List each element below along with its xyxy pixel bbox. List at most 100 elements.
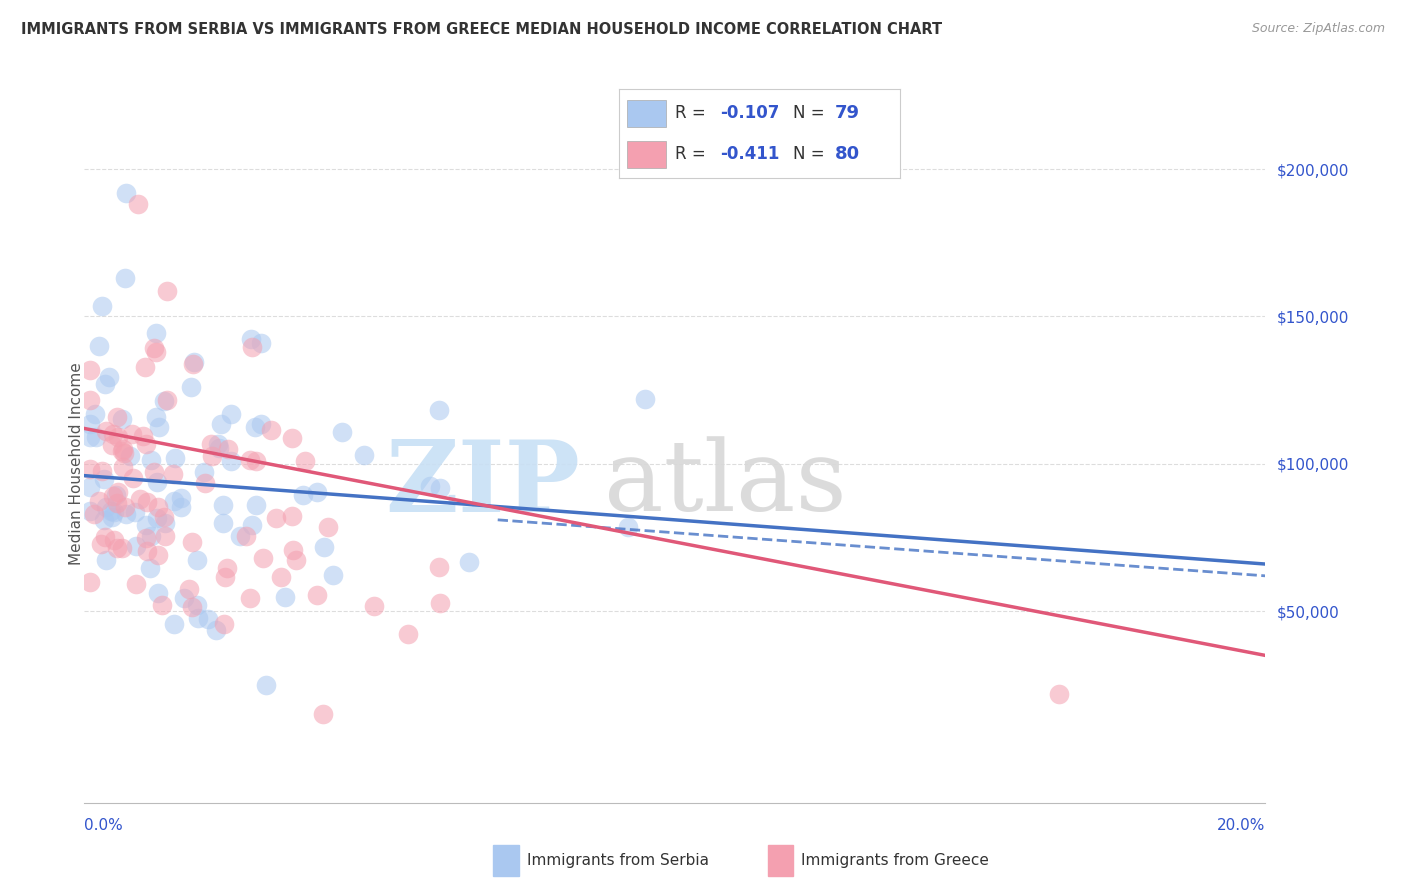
- Point: [208, 441, 231, 455]
- Point: [180, 600, 202, 615]
- Point: [100, 438, 122, 452]
- Text: N =: N =: [793, 145, 830, 163]
- Point: [270, 570, 292, 584]
- Text: atlas: atlas: [605, 436, 846, 532]
- Point: [150, 598, 173, 612]
- Point: [145, 326, 167, 340]
- Point: [138, 561, 160, 575]
- Point: [254, 678, 277, 692]
- Point: [264, 510, 287, 524]
- Point: [135, 517, 157, 532]
- Point: [163, 494, 186, 508]
- Point: [153, 529, 176, 543]
- Point: [124, 505, 146, 519]
- Point: [292, 487, 315, 501]
- Point: [79, 462, 101, 476]
- Point: [212, 516, 235, 530]
- Point: [201, 450, 224, 464]
- Point: [114, 271, 136, 285]
- Point: [353, 448, 375, 462]
- Point: [396, 627, 419, 641]
- Point: [87, 338, 110, 352]
- Point: [162, 467, 184, 481]
- Point: [419, 479, 441, 493]
- Point: [245, 420, 267, 434]
- Point: [115, 507, 138, 521]
- Point: [215, 561, 238, 575]
- Point: [110, 541, 132, 555]
- Point: [180, 379, 202, 393]
- Text: R =: R =: [675, 104, 711, 122]
- Text: -0.107: -0.107: [720, 104, 779, 122]
- Point: [129, 492, 152, 507]
- Point: [93, 472, 115, 486]
- Point: [145, 345, 167, 359]
- Point: [249, 336, 271, 351]
- Point: [107, 484, 129, 499]
- Point: [152, 509, 174, 524]
- Point: [79, 430, 101, 444]
- Point: [142, 466, 165, 480]
- Text: N =: N =: [793, 104, 830, 122]
- Point: [111, 442, 134, 457]
- Point: [193, 475, 215, 490]
- Point: [260, 423, 283, 437]
- Point: [112, 446, 135, 460]
- Point: [101, 490, 124, 504]
- Point: [235, 529, 257, 543]
- Point: [312, 540, 335, 554]
- Point: [252, 551, 274, 566]
- Point: [429, 481, 451, 495]
- Point: [240, 518, 263, 533]
- Point: [163, 450, 186, 465]
- Point: [86, 430, 108, 444]
- Point: [239, 332, 262, 346]
- Point: [250, 417, 273, 431]
- Point: [173, 591, 195, 605]
- Point: [105, 541, 128, 555]
- Point: [427, 403, 450, 417]
- Bar: [627, 100, 666, 127]
- Point: [120, 449, 142, 463]
- Point: [146, 500, 169, 515]
- Point: [121, 471, 143, 485]
- Point: [79, 417, 101, 432]
- Point: [294, 454, 316, 468]
- Point: [141, 453, 163, 467]
- Point: [204, 624, 226, 638]
- Point: [305, 588, 328, 602]
- Text: Immigrants from Greece: Immigrants from Greece: [801, 854, 990, 868]
- Point: [245, 454, 267, 468]
- Point: [169, 491, 191, 505]
- Point: [134, 360, 156, 375]
- Point: [94, 530, 117, 544]
- Point: [91, 464, 114, 478]
- Point: [458, 555, 481, 569]
- Point: [197, 612, 219, 626]
- Point: [322, 568, 344, 582]
- Point: [186, 598, 208, 612]
- Point: [217, 442, 239, 456]
- Point: [132, 428, 155, 442]
- Point: [156, 393, 179, 408]
- Point: [93, 513, 115, 527]
- Point: [111, 411, 134, 425]
- Point: [207, 437, 229, 451]
- Point: [153, 516, 176, 531]
- Point: [229, 529, 252, 543]
- Point: [135, 437, 157, 451]
- Point: [79, 480, 101, 494]
- Point: [617, 520, 640, 534]
- Point: [179, 582, 201, 597]
- Point: [307, 484, 329, 499]
- Point: [145, 409, 167, 424]
- Text: R =: R =: [675, 145, 711, 163]
- Text: Immigrants from Serbia: Immigrants from Serbia: [527, 854, 709, 868]
- Point: [87, 494, 110, 508]
- Point: [148, 420, 170, 434]
- Point: [214, 617, 236, 632]
- Point: [162, 617, 184, 632]
- Text: 20.0%: 20.0%: [1218, 818, 1265, 832]
- Text: ZIP: ZIP: [385, 435, 581, 533]
- Point: [96, 500, 118, 515]
